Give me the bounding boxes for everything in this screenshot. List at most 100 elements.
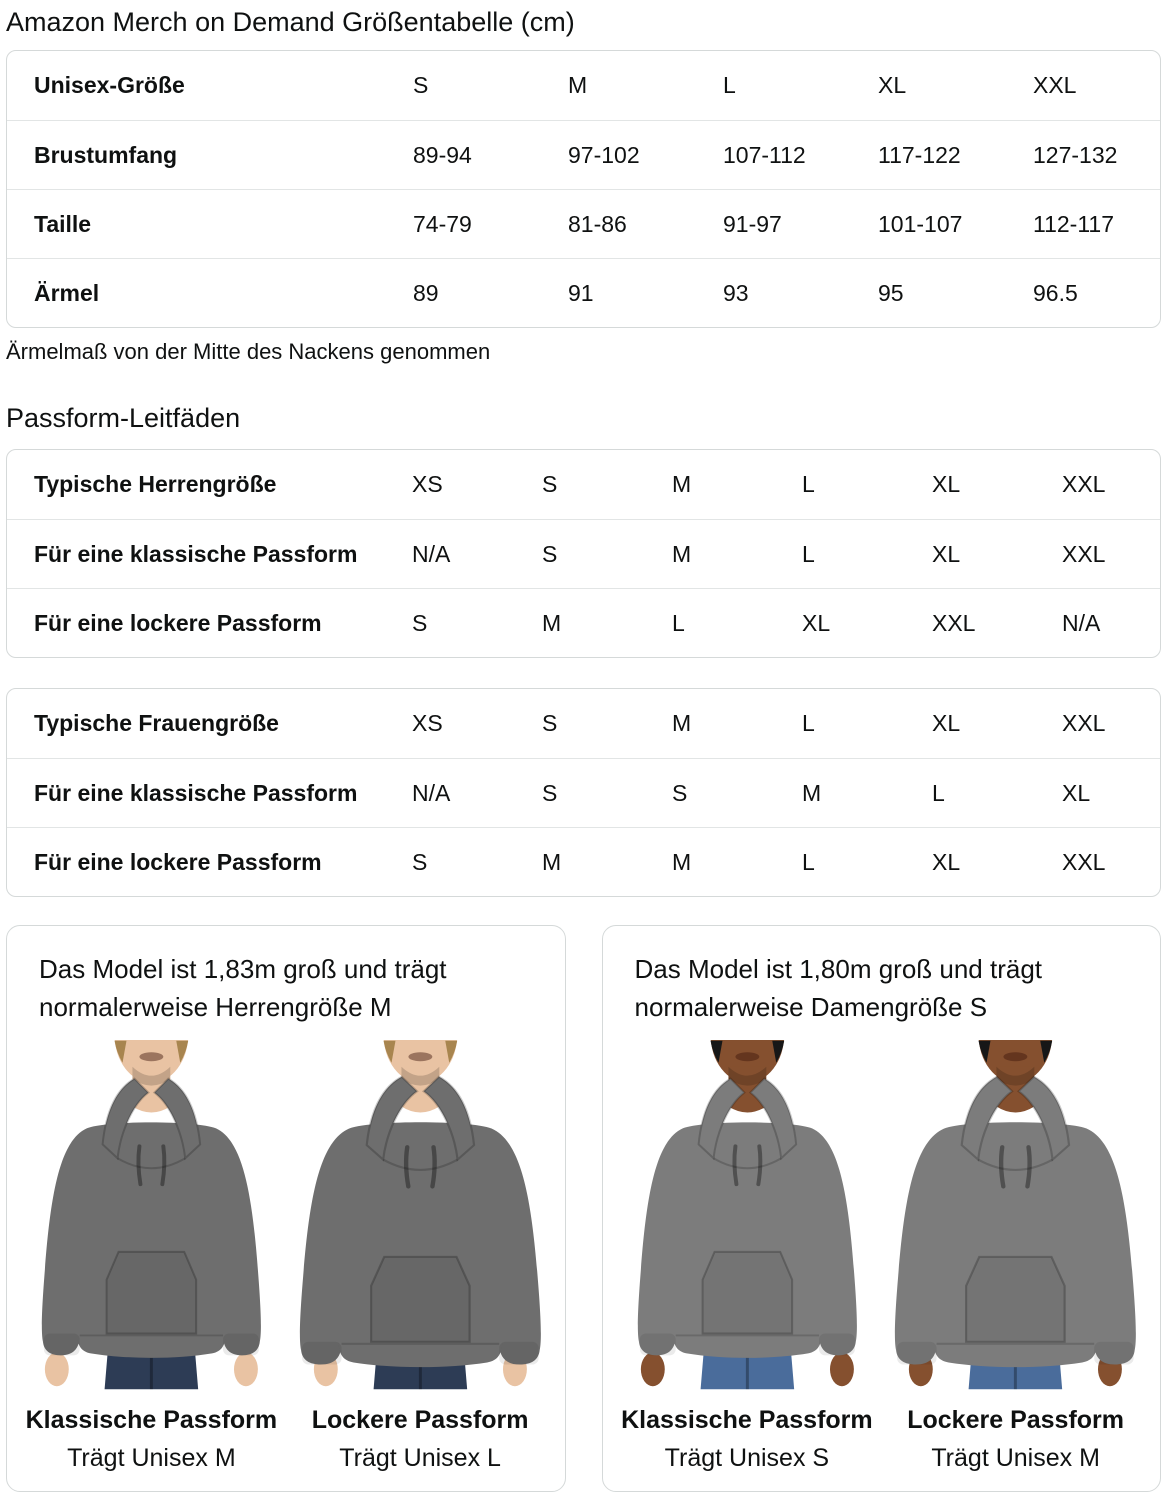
size-cell: S — [542, 758, 672, 827]
row-label: Brustumfang — [7, 120, 413, 189]
table-row: Unisex-Größe S M L XL XXL — [7, 51, 1160, 120]
size-cell: 112-117 — [1033, 189, 1160, 258]
table-row: Typische Frauengröße XS S M L XL XXL — [7, 689, 1160, 758]
size-cell: 89-94 — [413, 120, 568, 189]
size-label: Trägt Unisex M — [931, 1444, 1100, 1472]
fit-label: Klassische Passform — [25, 1406, 278, 1434]
size-cell: 96.5 — [1033, 258, 1160, 327]
size-cell: N/A — [412, 519, 542, 588]
model-description: Das Model ist 1,80m groß und trägt norma… — [634, 954, 1043, 1022]
row-label: Für eine klassische Passform — [7, 758, 412, 827]
model-photo-classic-fit — [39, 1040, 263, 1390]
size-cell: 74-79 — [413, 189, 568, 258]
unisex-size-table: Unisex-Größe S M L XL XXL Brustumfang 89… — [6, 50, 1161, 328]
size-cell: 93 — [723, 258, 878, 327]
fit-label: Lockere Passform — [311, 1406, 529, 1434]
fit-table-women: Typische Frauengröße XS S M L XL XXL Für… — [6, 688, 1161, 897]
table-row: Brustumfang 89-94 97-102 107-112 117-122… — [7, 120, 1160, 189]
table-row: Ärmel 89 91 93 95 96.5 — [7, 258, 1160, 327]
page-title: Amazon Merch on Demand Größentabelle (cm… — [6, 7, 575, 37]
size-cell: 95 — [878, 258, 1033, 327]
model-cards-row: Das Model ist 1,83m groß und trägt norma… — [6, 925, 1161, 1492]
size-cell: M — [542, 827, 672, 896]
size-label: Trägt Unisex L — [339, 1444, 501, 1472]
row-label: Ärmel — [7, 258, 413, 327]
size-cell: S — [413, 72, 429, 98]
row-label: Taille — [7, 189, 413, 258]
table-row: Taille 74-79 81-86 91-97 101-107 112-117 — [7, 189, 1160, 258]
size-cell: S — [412, 827, 542, 896]
model-figure-classic: Klassische Passform Trägt Unisex M — [17, 1040, 286, 1473]
size-cell: 107-112 — [723, 120, 878, 189]
size-cell: XS — [412, 710, 443, 736]
fit-label: Lockere Passform — [907, 1406, 1125, 1434]
model-description: Das Model ist 1,83m groß und trägt norma… — [39, 954, 447, 1022]
size-cell: S — [542, 471, 558, 497]
size-cell: L — [802, 471, 815, 497]
size-cell: S — [542, 710, 558, 736]
size-label: Trägt Unisex S — [664, 1444, 830, 1472]
size-cell: XL — [932, 519, 1062, 588]
table-row: Für eine lockere Passform S M L XL XXL N… — [7, 588, 1160, 657]
size-cell: 97-102 — [568, 120, 723, 189]
size-cell: XL — [802, 588, 932, 657]
size-cell: L — [932, 758, 1062, 827]
size-cell: M — [672, 710, 692, 736]
size-cell: M — [542, 588, 672, 657]
fit-table-men: Typische Herrengröße XS S M L XL XXL Für… — [6, 449, 1161, 658]
size-cell: 91-97 — [723, 189, 878, 258]
model-figure-classic: Klassische Passform Trägt Unisex S — [613, 1040, 882, 1473]
size-cell: L — [802, 827, 932, 896]
size-cell: 127-132 — [1033, 120, 1160, 189]
model-figure-loose: Lockere Passform Trägt Unisex L — [286, 1040, 555, 1473]
model-figures: Klassische Passform Trägt Unisex S Locke… — [613, 1040, 1151, 1473]
table-row: Für eine klassische Passform N/A S M L X… — [7, 519, 1160, 588]
size-cell: N/A — [1062, 588, 1160, 657]
size-cell: XL — [878, 72, 907, 98]
size-cell: XXL — [932, 588, 1062, 657]
size-cell: XL — [932, 710, 961, 736]
size-cell: 117-122 — [878, 120, 1033, 189]
size-cell: 89 — [413, 258, 568, 327]
size-cell: XS — [412, 471, 443, 497]
model-figure-loose: Lockere Passform Trägt Unisex M — [881, 1040, 1150, 1473]
size-cell: M — [672, 519, 802, 588]
model-card-men: Das Model ist 1,83m groß und trägt norma… — [6, 925, 566, 1492]
row-label: Für eine lockere Passform — [7, 827, 412, 896]
size-label: Trägt Unisex M — [67, 1444, 236, 1472]
size-cell: M — [568, 72, 588, 98]
fit-guides-heading: Passform-Leitfäden — [6, 403, 241, 433]
size-cell: 91 — [568, 258, 723, 327]
size-cell: 81-86 — [568, 189, 723, 258]
size-cell: S — [412, 588, 542, 657]
size-cell: M — [672, 471, 692, 497]
model-photo-classic-fit — [635, 1040, 859, 1390]
size-cell: XXL — [1062, 710, 1106, 736]
model-photo-loose-fit — [881, 1040, 1150, 1390]
row-label: Typische Frauengröße — [34, 710, 279, 736]
size-cell: 101-107 — [878, 189, 1033, 258]
model-figures: Klassische Passform Trägt Unisex M Locke… — [17, 1040, 555, 1473]
size-cell: XXL — [1062, 827, 1160, 896]
size-cell: S — [672, 758, 802, 827]
model-photo-loose-fit — [286, 1040, 555, 1390]
row-label: Für eine lockere Passform — [7, 588, 412, 657]
size-cell: L — [723, 72, 736, 98]
size-cell: M — [802, 758, 932, 827]
size-cell: XL — [932, 471, 961, 497]
size-cell: XL — [1062, 758, 1160, 827]
table-row: Typische Herrengröße XS S M L XL XXL — [7, 450, 1160, 519]
table-row: Für eine klassische Passform N/A S S M L… — [7, 758, 1160, 827]
row-label: Für eine klassische Passform — [7, 519, 412, 588]
size-cell: N/A — [412, 758, 542, 827]
fit-label: Klassische Passform — [621, 1406, 873, 1434]
row-label: Unisex-Größe — [34, 72, 185, 98]
sleeve-measure-note: Ärmelmaß von der Mitte des Nackens genom… — [6, 339, 491, 364]
size-cell: M — [672, 827, 802, 896]
row-label: Typische Herrengröße — [34, 471, 277, 497]
size-cell: S — [542, 519, 672, 588]
table-row: Für eine lockere Passform S M M L XL XXL — [7, 827, 1160, 896]
size-cell: L — [672, 588, 802, 657]
model-card-women: Das Model ist 1,80m groß und trägt norma… — [601, 925, 1161, 1492]
